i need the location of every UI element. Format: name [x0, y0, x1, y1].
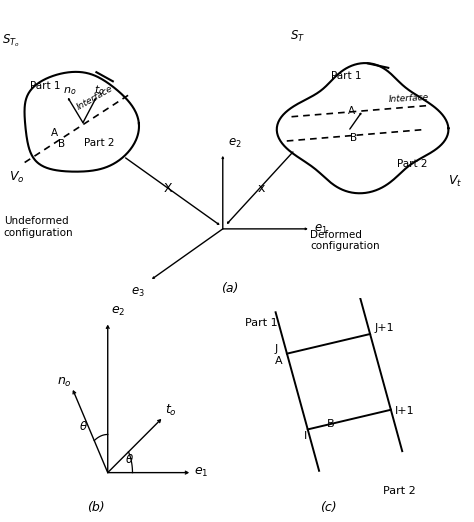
Text: B: B	[58, 139, 65, 149]
Text: Interface: Interface	[389, 93, 429, 104]
Text: $S_{T_o}$: $S_{T_o}$	[2, 32, 20, 49]
Text: $e_2$: $e_2$	[111, 305, 126, 318]
Text: A: A	[274, 357, 282, 366]
Text: $e_3$: $e_3$	[131, 286, 145, 299]
Text: $V_o$: $V_o$	[9, 170, 24, 185]
Text: $V_t$: $V_t$	[448, 174, 462, 189]
Text: $n_o$: $n_o$	[57, 376, 72, 389]
Text: B: B	[327, 419, 334, 429]
Text: B: B	[350, 133, 357, 143]
Text: Part 1: Part 1	[246, 317, 278, 328]
Text: $e_2$: $e_2$	[228, 137, 242, 150]
Text: x: x	[258, 182, 265, 195]
Text: I: I	[303, 431, 307, 441]
Text: $t_o$: $t_o$	[165, 402, 177, 418]
Text: (a): (a)	[221, 282, 238, 295]
Text: Interface: Interface	[75, 84, 115, 112]
Text: $\theta$: $\theta$	[125, 453, 134, 466]
Text: Part 1: Part 1	[331, 71, 361, 81]
Text: Deformed
configuration: Deformed configuration	[310, 230, 380, 252]
Text: $n_o$: $n_o$	[63, 85, 76, 97]
Text: $\theta$: $\theta$	[79, 420, 88, 433]
Text: Part 2: Part 2	[84, 138, 115, 148]
Text: J: J	[274, 344, 278, 354]
Text: A: A	[51, 128, 58, 138]
Text: I+1: I+1	[395, 406, 415, 416]
Text: Part 2: Part 2	[383, 486, 415, 496]
Text: X: X	[164, 182, 173, 195]
Text: Part 2: Part 2	[397, 159, 428, 169]
Text: $e_1$: $e_1$	[314, 223, 328, 236]
Text: Undeformed
configuration: Undeformed configuration	[4, 216, 73, 238]
Text: (c): (c)	[320, 501, 337, 514]
Text: $S_T$: $S_T$	[290, 29, 305, 44]
Text: (b): (b)	[87, 501, 105, 514]
Text: $t_o$: $t_o$	[94, 83, 104, 97]
Text: Part 1: Part 1	[30, 81, 60, 91]
Text: J+1: J+1	[374, 323, 394, 333]
Text: $e_1$: $e_1$	[193, 466, 208, 479]
Text: A: A	[348, 105, 356, 115]
